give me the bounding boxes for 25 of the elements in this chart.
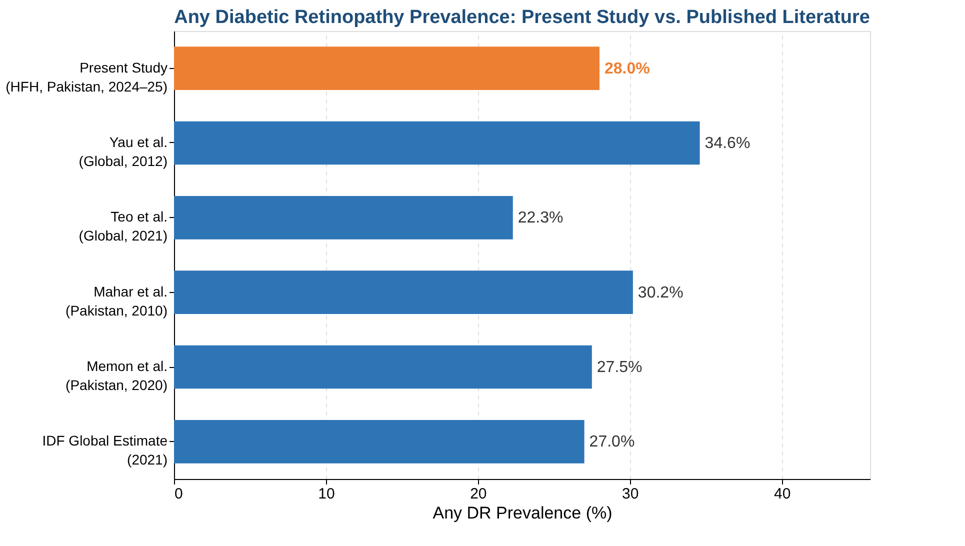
y-tick-label: Teo et al. (Global, 2021)	[78, 208, 168, 244]
x-tick-label: 30	[622, 486, 639, 502]
x-axis-title: Any DR Prevalence (%)	[432, 504, 612, 522]
y-tick-label: IDF Global Estimate (2021)	[42, 432, 168, 468]
bar	[174, 420, 584, 464]
x-tick-label: 10	[318, 486, 335, 502]
bar	[174, 46, 600, 90]
bar	[174, 196, 513, 240]
x-tick-label: 40	[774, 486, 791, 502]
y-tick-label: Yau et al. (Global, 2012)	[78, 134, 168, 169]
chart-title: Any Diabetic Retinopathy Prevalence: Present Study vs. Published Literature	[174, 7, 870, 28]
y-tick-label: Mahar et al. (Pakistan, 2010)	[66, 283, 168, 318]
bar	[174, 270, 633, 314]
data-label: 27.0%	[589, 434, 635, 451]
y-tick-label: Memon et al. (Pakistan, 2020)	[66, 358, 168, 393]
bar	[174, 345, 592, 389]
data-label: 27.5%	[596, 359, 642, 376]
data-label: 22.3%	[518, 210, 564, 227]
x-tick-label: 0	[174, 486, 183, 502]
x-tick-label: 20	[470, 486, 487, 502]
bar	[174, 121, 700, 165]
data-label: 28.0%	[604, 60, 650, 78]
data-label: 30.2%	[638, 284, 684, 302]
y-tick-label: Present Study (HFH, Pakistan, 2024–25)	[6, 59, 168, 94]
data-label: 34.6%	[704, 135, 750, 152]
